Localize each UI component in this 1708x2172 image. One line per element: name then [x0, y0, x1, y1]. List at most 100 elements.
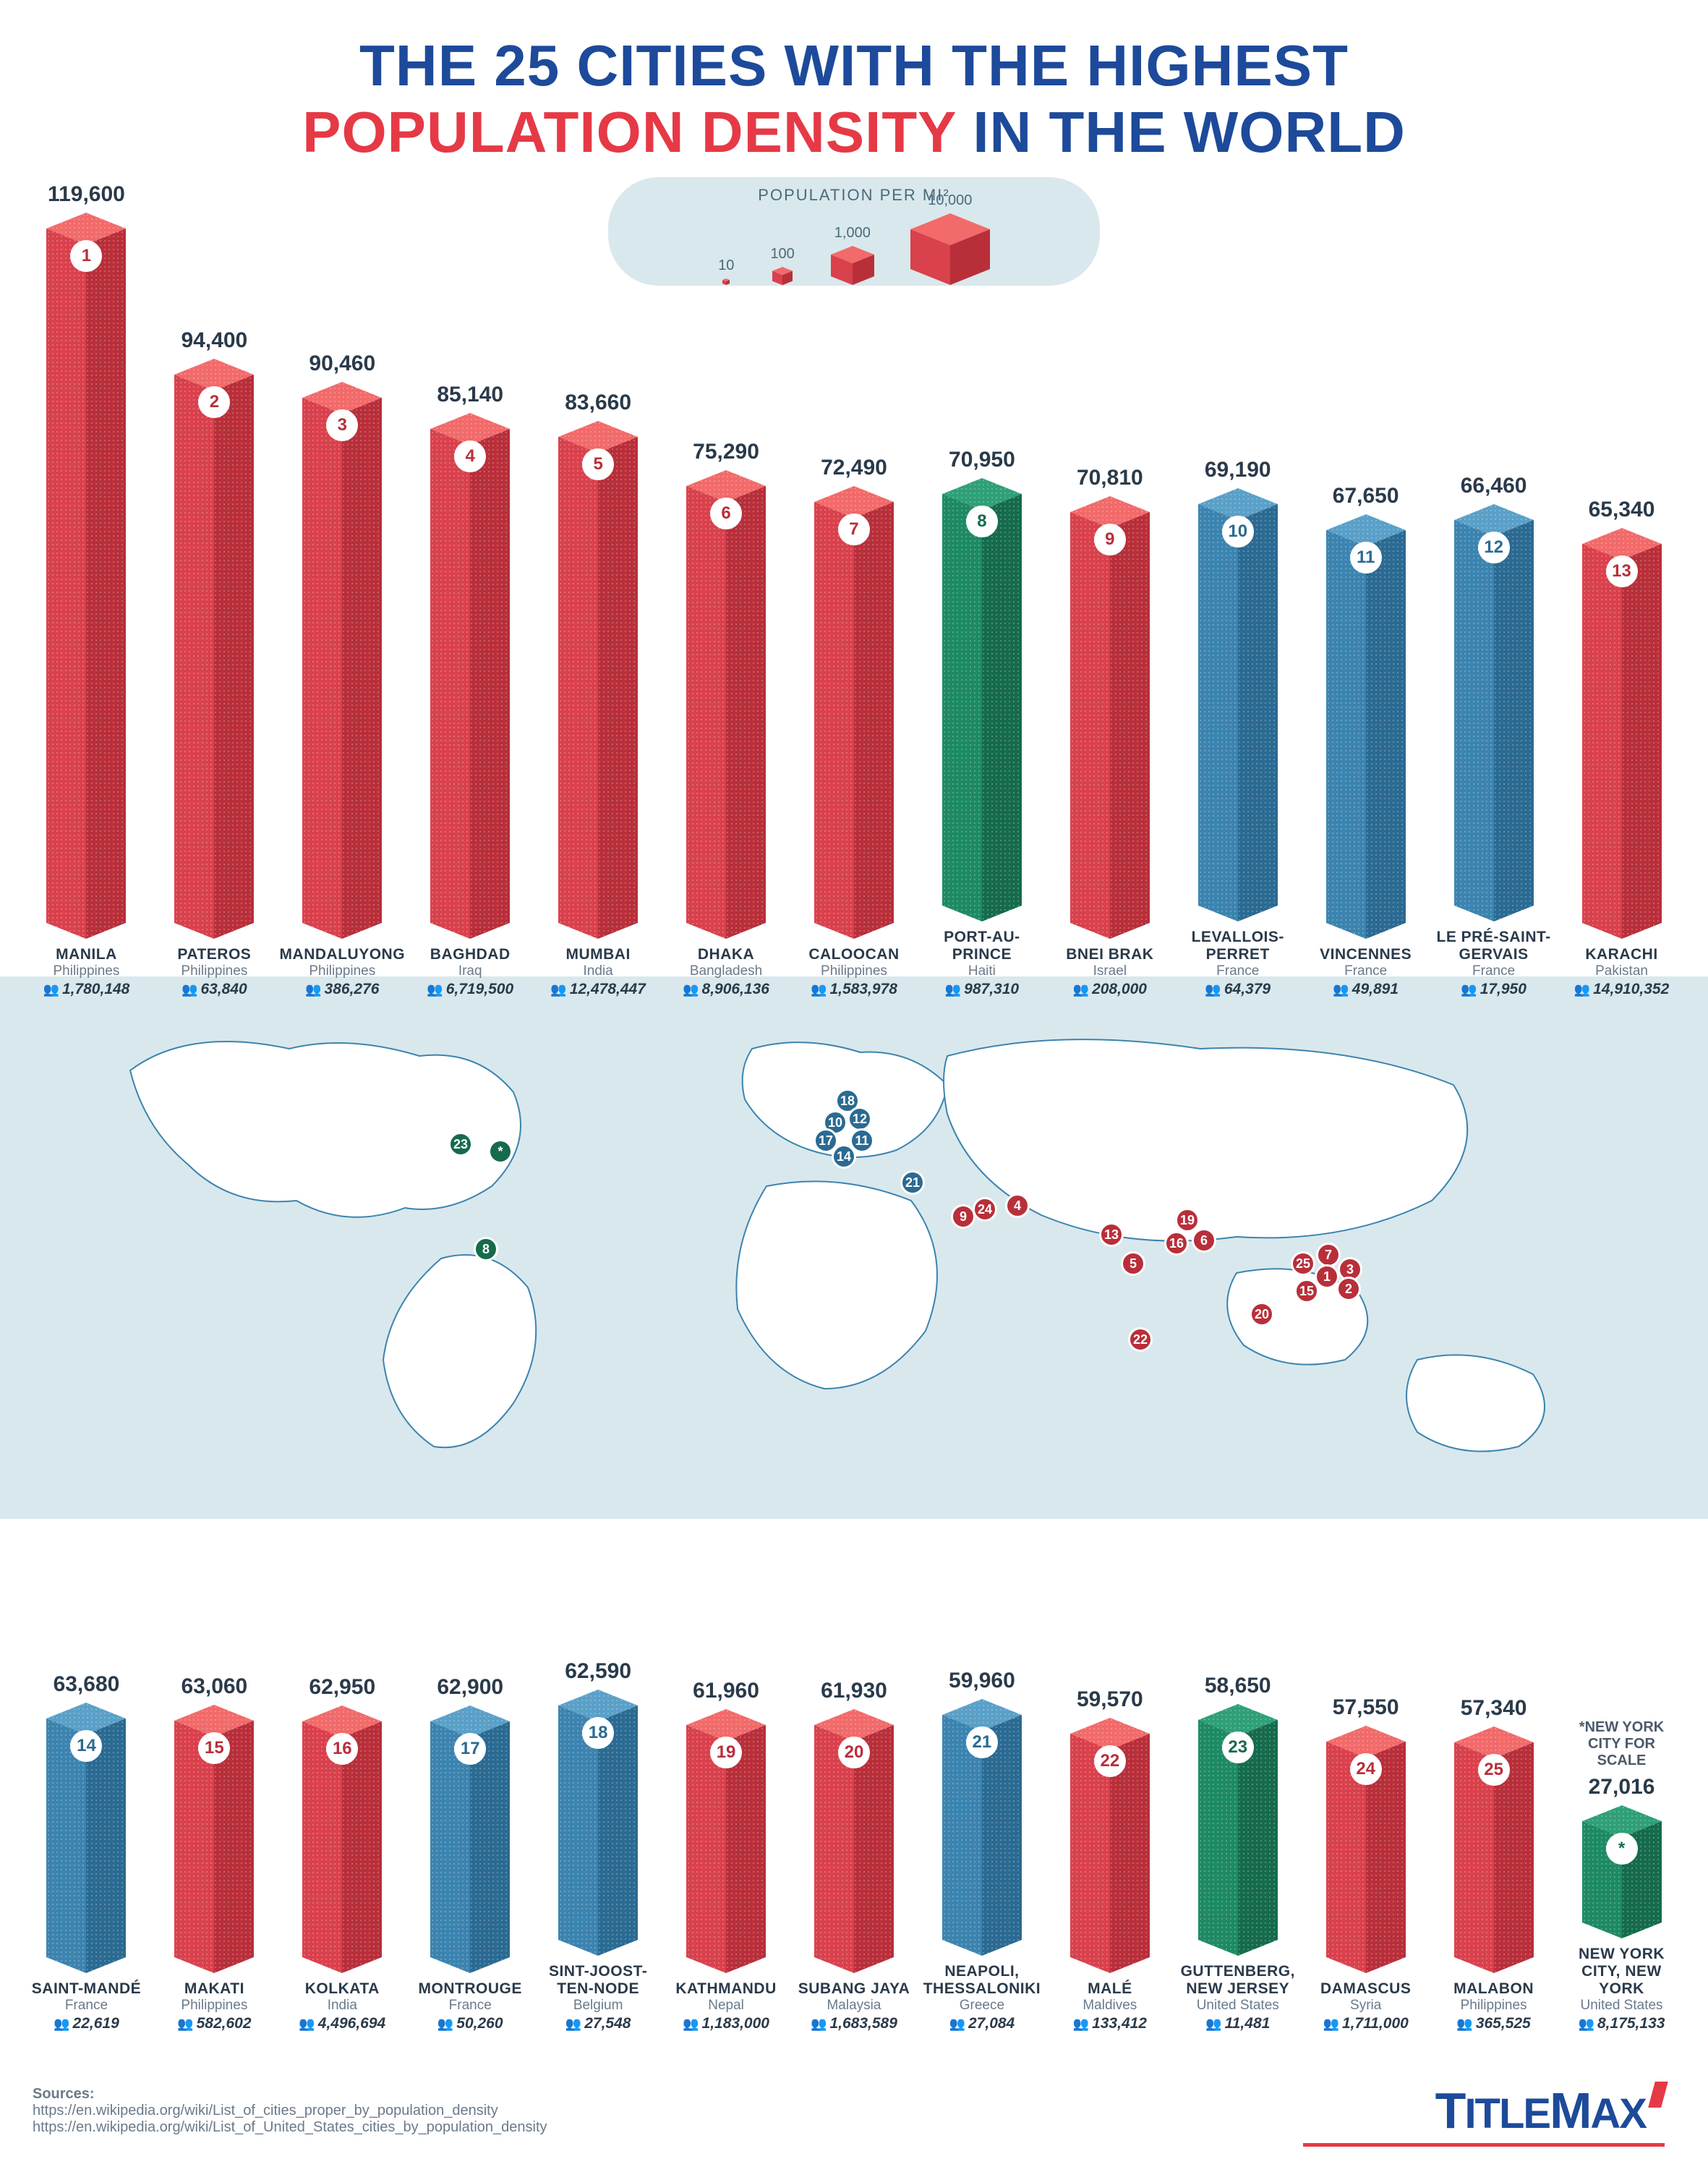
- rank-badge: 17: [454, 1733, 486, 1765]
- rank-badge: 22: [1094, 1745, 1126, 1777]
- map-pin: 9: [951, 1204, 975, 1229]
- people-icon: 👥: [177, 2016, 193, 2032]
- city-name: PORT-AU-PRINCE: [920, 929, 1044, 963]
- country-name: India: [299, 1998, 385, 2014]
- population-value: 133,412: [1092, 2015, 1147, 2032]
- rank-badge: 6: [710, 498, 742, 529]
- bar-item: 65,340 13 KARACHI Pakistan 👥 14,910,352: [1560, 498, 1684, 998]
- city-name: PATEROS: [177, 946, 251, 963]
- country-name: Philippines: [177, 963, 251, 979]
- infographic-container: THE 25 CITIES WITH THE HIGHEST POPULATIO…: [0, 0, 1708, 2172]
- country-name: India: [550, 963, 646, 979]
- population-value: 50,260: [456, 2015, 503, 2032]
- density-value: 72,490: [821, 456, 887, 480]
- population-value: 4,496,694: [318, 2015, 385, 2032]
- map-pin: 21: [900, 1170, 925, 1195]
- map-pin: 12: [847, 1107, 872, 1131]
- rank-badge: 18: [582, 1717, 614, 1749]
- population-value: 17,950: [1480, 981, 1526, 998]
- logo-flag-icon: [1648, 2082, 1668, 2108]
- bar-row-top: 119,600 1 MANILA Philippines 👥 1,780,148: [22, 203, 1686, 998]
- population-value: 11,481: [1225, 2015, 1271, 2032]
- people-icon: 👥: [949, 2016, 965, 2032]
- population-value: 8,175,133: [1597, 2015, 1665, 2032]
- people-icon: 👥: [1333, 982, 1349, 997]
- people-icon: 👥: [1461, 982, 1477, 997]
- map-pin: 1: [1315, 1264, 1339, 1289]
- density-value: 63,680: [54, 1672, 120, 1697]
- density-value: 58,650: [1205, 1674, 1271, 1698]
- map-pin: 22: [1128, 1327, 1153, 1352]
- density-value: 62,590: [565, 1659, 631, 1684]
- country-name: Philippines: [1453, 1998, 1534, 2014]
- country-name: France: [32, 1998, 141, 2014]
- city-name: KOLKATA: [299, 1980, 385, 1998]
- population-row: 👥 11,481: [1176, 2015, 1300, 2032]
- country-name: France: [419, 1998, 522, 2014]
- population-value: 1,711,000: [1342, 2015, 1409, 2032]
- country-name: Iraq: [427, 963, 513, 979]
- bar-labels: CALOOCAN Philippines 👥 1,583,978: [808, 946, 899, 998]
- bar-item: 59,960 21 NEAPOLI, THESSALONIKI Greece 👥…: [920, 1669, 1044, 2032]
- rank-badge: 9: [1094, 524, 1126, 555]
- bar-3d: 21: [942, 1699, 1022, 1956]
- bar-labels: LEVALLOIS-PERRET France 👥 64,379: [1176, 929, 1300, 998]
- population-value: 12,478,447: [570, 981, 646, 998]
- density-value: 59,960: [949, 1669, 1015, 1693]
- rank-badge: 20: [838, 1737, 870, 1768]
- rank-badge: 7: [838, 514, 870, 545]
- rank-badge: *: [1606, 1833, 1638, 1865]
- population-value: 22,619: [73, 2015, 119, 2032]
- population-row: 👥 6,719,500: [427, 981, 513, 998]
- country-name: France: [1432, 963, 1556, 979]
- people-icon: 👥: [1323, 2016, 1339, 2032]
- map-pin: 15: [1294, 1279, 1319, 1303]
- rank-badge: 4: [454, 440, 486, 472]
- map-pin: 25: [1291, 1251, 1315, 1276]
- bar-3d: 25: [1454, 1726, 1534, 1973]
- city-name: KATHMANDU: [675, 1980, 776, 1998]
- bar-labels: DHAKA Bangladesh 👥 8,906,136: [683, 946, 769, 998]
- country-name: United States: [1176, 1998, 1300, 2014]
- people-icon: 👥: [54, 2016, 69, 2032]
- population-value: 1,583,978: [829, 981, 897, 998]
- population-value: 1,780,148: [62, 981, 129, 998]
- population-value: 582,602: [197, 2015, 252, 2032]
- country-name: Haiti: [920, 963, 1044, 979]
- city-name: SINT-JOOST-TEN-NODE: [536, 1963, 660, 1998]
- country-name: Greece: [920, 1998, 1044, 2014]
- bar-3d: 7: [814, 486, 894, 939]
- map-pin: 2: [1336, 1277, 1361, 1301]
- density-value: 90,460: [309, 352, 375, 376]
- bar-item: *NEW YORK CITY FOR SCALE 27,016 * NEW YO…: [1560, 1719, 1684, 2032]
- logo-underline: [1303, 2143, 1665, 2147]
- rank-badge: 3: [326, 409, 358, 441]
- bar-item: 70,810 9 BNEI BRAK Israel 👥 208,000: [1048, 466, 1172, 998]
- density-value: 57,550: [1333, 1695, 1399, 1720]
- population-row: 👥 27,548: [536, 2015, 660, 2032]
- people-icon: 👥: [1579, 2016, 1594, 2032]
- bar-3d: 15: [174, 1705, 254, 1973]
- city-name: CALOOCAN: [808, 946, 899, 963]
- bar-labels: PORT-AU-PRINCE Haiti 👥 987,310: [920, 929, 1044, 998]
- bar-labels: MAKATI Philippines 👥 582,602: [177, 1980, 251, 2032]
- map-pin: 6: [1192, 1228, 1216, 1253]
- map-pin: 16: [1164, 1231, 1189, 1256]
- population-value: 208,000: [1092, 981, 1147, 998]
- map-pins-layer: 23*8181012171114219244135161962220257132…: [43, 984, 1663, 1512]
- people-icon: 👥: [1205, 2016, 1221, 2032]
- bar-item: 59,570 22 MALÉ Maldives 👥 133,412: [1048, 1687, 1172, 2032]
- people-icon: 👥: [299, 2016, 315, 2032]
- bar-3d: 4: [430, 413, 510, 939]
- density-value: 70,810: [1077, 466, 1143, 490]
- city-name: SUBANG JAYA: [798, 1980, 910, 1998]
- bar-labels: MALÉ Maldives 👥 133,412: [1073, 1980, 1147, 2032]
- bar-item: 119,600 1 MANILA Philippines 👥 1,780,148: [24, 182, 148, 998]
- map-pin: 4: [1005, 1193, 1030, 1218]
- people-icon: 👥: [1456, 2016, 1472, 2032]
- country-name: France: [1176, 963, 1300, 979]
- title-line-1: THE 25 CITIES WITH THE HIGHEST: [0, 33, 1708, 99]
- country-name: France: [1320, 963, 1412, 979]
- rank-badge: 16: [326, 1733, 358, 1765]
- population-row: 👥 4,496,694: [299, 2015, 385, 2032]
